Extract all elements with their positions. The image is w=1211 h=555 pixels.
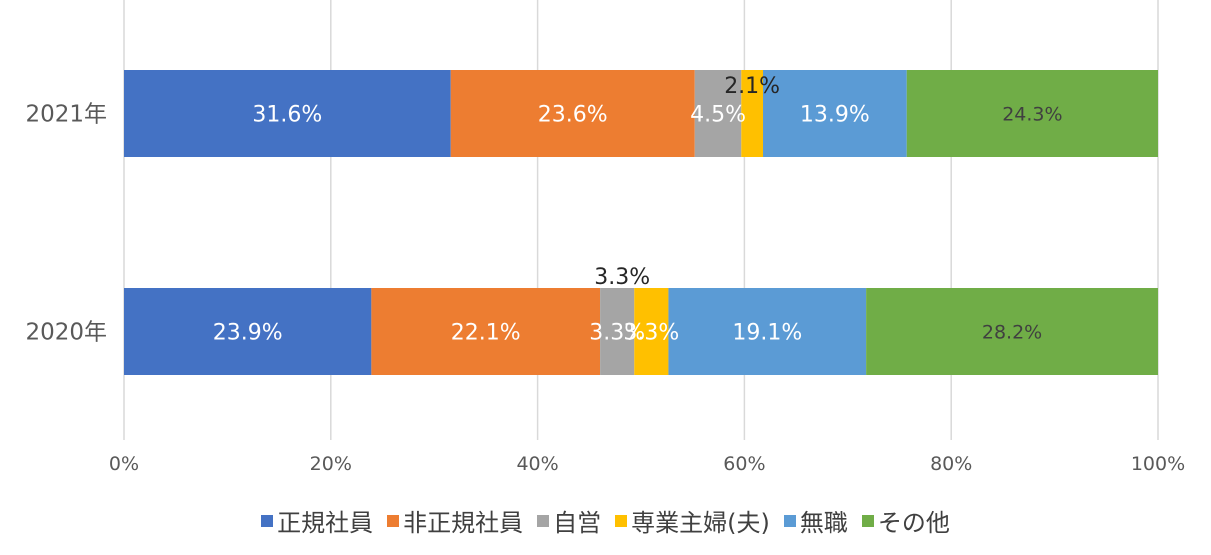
legend-label: その他 <box>877 509 950 537</box>
data-label: 23.9% <box>213 321 283 346</box>
legend-item: 専業主婦(夫) <box>615 503 770 538</box>
legend-item: その他 <box>861 503 950 538</box>
bar-segment <box>906 70 1158 157</box>
legend-swatch <box>861 514 874 527</box>
bar-segment <box>634 288 669 375</box>
x-tick-label: 20% <box>310 453 352 475</box>
bar-segment <box>763 70 907 157</box>
bar-segments <box>124 70 1158 375</box>
legend-swatch <box>261 514 274 527</box>
legend-label: 非正規社員 <box>403 509 524 537</box>
x-tick-label: 100% <box>1131 453 1185 475</box>
bar-segment <box>668 288 867 375</box>
x-tick-label: 60% <box>723 453 765 475</box>
legend-label: 専業主婦(夫) <box>631 509 770 537</box>
category-label: 2020年 <box>25 320 107 346</box>
legend-item: 非正規社員 <box>387 503 523 538</box>
legend-item: 正規社員 <box>261 503 373 538</box>
bar-segment <box>450 70 695 157</box>
x-tick-label: 40% <box>516 453 558 475</box>
bar-segment <box>741 70 764 157</box>
data-label: 13.9% <box>800 103 870 128</box>
data-label: 28.2% <box>982 322 1042 344</box>
data-label: 19.1% <box>732 321 802 346</box>
x-tick-label: 0% <box>109 453 139 475</box>
legend-swatch <box>537 514 550 527</box>
legend-item: 無職 <box>783 503 848 538</box>
category-labels: 2021年 2020年 <box>25 102 107 346</box>
data-label: 22.1% <box>451 321 521 346</box>
data-label: 24.3% <box>1002 104 1062 126</box>
legend-label: 自営 <box>553 509 602 537</box>
bar-segment <box>124 288 372 375</box>
legend-item: 自営 <box>537 503 601 538</box>
bar-segment <box>866 288 1158 375</box>
legend-label: 無職 <box>799 509 848 537</box>
legend-swatch <box>615 514 628 527</box>
data-label: 23.6% <box>538 103 608 128</box>
data-labels: 31.6% 23.6% 4.5% 2.1% 13.9% 24.3% 23.9% 22.1% 3.… <box>213 74 1063 346</box>
x-axis-tick-labels: 0% 20% 40% 60% 80% 100% <box>109 453 1185 475</box>
data-label: 3.3% <box>589 321 645 346</box>
legend-label: 正規社員 <box>277 509 374 537</box>
bar-segment <box>600 288 635 375</box>
data-label: 31.6% <box>252 103 322 128</box>
legend-swatch <box>783 514 796 527</box>
data-label: 2.1% <box>724 74 780 99</box>
bar-segment <box>124 70 451 157</box>
bar-segment <box>371 288 601 375</box>
data-label: 3.3% <box>623 321 679 346</box>
legend-swatch <box>387 514 400 527</box>
stacked-bar-chart: 0% 20% 40% 60% 80% 100% 2021年 2020年 31.6% 23.6%… <box>25 0 1185 475</box>
category-label: 2021年 <box>25 102 107 128</box>
x-tick-label: 80% <box>930 453 972 475</box>
bar-segment <box>694 70 742 157</box>
data-label: 4.5% <box>690 103 746 128</box>
legend: 正規社員 非正規社員 自営 専業主婦(夫) 無職 その他 <box>0 503 1211 538</box>
data-label-callout: 3.3% <box>594 265 650 290</box>
